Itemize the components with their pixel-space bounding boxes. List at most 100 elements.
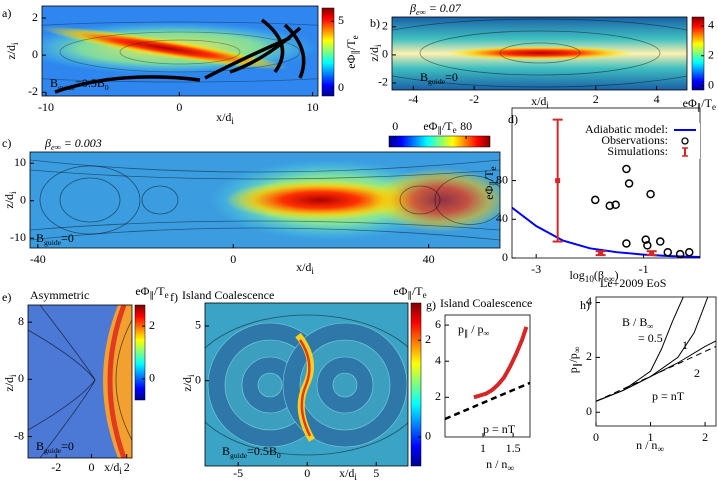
text-part: = 0.07 (426, 1, 462, 15)
legend-swatch (681, 137, 689, 145)
y-tick-label: 2 (435, 389, 441, 403)
simulation-point (649, 250, 655, 256)
y-tick-label: 4 (435, 353, 441, 367)
x-tick-label: 0 (176, 100, 182, 114)
x-axis-label: n / n∞ (486, 457, 514, 473)
panel-title: Asymmetric (30, 288, 89, 302)
x-tick-label: 0 (593, 430, 599, 444)
text-part: ) (615, 268, 619, 282)
plot-area (28, 305, 132, 458)
contour (205, 314, 408, 456)
subscript: i (373, 44, 383, 47)
colorbar (410, 302, 422, 467)
text-part: p (458, 322, 464, 336)
colorbar-tick-label: 80 (460, 119, 472, 133)
panel-title: Island Coalescence (182, 288, 274, 302)
subscript: i (119, 466, 122, 476)
contour (59, 177, 121, 223)
subscript: ∥ (464, 329, 468, 338)
text-part: eΦ (683, 96, 697, 110)
text-part: /T (344, 39, 358, 50)
y-tick-label: 8 (18, 314, 24, 328)
subscript: ∥ (350, 50, 360, 55)
y-tick-label: 80 (496, 172, 508, 186)
subscript: i (8, 191, 18, 194)
contour (30, 169, 500, 180)
contour (119, 39, 241, 65)
annotation: p = nT (652, 389, 685, 403)
plot-frame (29, 151, 501, 249)
annotation: Bguide=0 (420, 70, 458, 86)
contour (392, 18, 687, 88)
subscript: i (186, 374, 196, 377)
x-tick-label: -40 (30, 252, 46, 266)
colorbar-label: eΦ∥/Te (135, 284, 168, 300)
y-axis-label: eΦ∥/Te (482, 166, 498, 199)
text-part: eΦ (423, 119, 437, 133)
heatmap-image (225, 180, 415, 220)
x-tick-label: -5 (233, 466, 243, 480)
x-axis-label: x/di (531, 94, 549, 110)
y-tick-label: 0 (382, 47, 388, 61)
y-tick-label: -10 (10, 230, 26, 244)
y-axis-label: p∥/p∞ (566, 347, 582, 373)
text-part: x/d (104, 460, 119, 474)
y-tick-label: 0 (32, 47, 38, 61)
text-part: eΦ (135, 284, 149, 298)
text-part: x/d (296, 260, 311, 274)
colorbar (134, 304, 146, 401)
contour (141, 185, 179, 215)
text-part: /T (412, 284, 423, 298)
y-tick-label: -2 (28, 84, 38, 98)
colorbar-tick-label: 0 (425, 429, 431, 443)
plot-area (42, 6, 318, 96)
text-part: β (409, 1, 416, 15)
contour (115, 319, 132, 441)
contour (39, 305, 96, 458)
panel-label: f) (170, 290, 178, 304)
colorbar-label: eΦ∥/Te (683, 96, 716, 112)
contour (42, 21, 318, 83)
series-line (512, 206, 700, 258)
annotation: B / B∞ (622, 315, 653, 331)
colorbar-label: eΦ∥/Te (393, 284, 426, 300)
heatmap-image (42, 26, 289, 70)
plot-area (445, 326, 530, 421)
heatmap-image (298, 339, 312, 437)
text-part: =0 (61, 439, 74, 453)
text-part: =0 (445, 70, 458, 84)
colorbar (321, 7, 335, 97)
y-tick-label: 6 (435, 317, 441, 331)
text-part: z/d (367, 47, 381, 62)
colorbar (691, 16, 705, 91)
y-tick-label: 5 (195, 318, 201, 332)
text-part: z/d (180, 377, 194, 392)
panel-label: e) (2, 290, 11, 304)
plot-frame (391, 16, 688, 91)
panel-label: a) (2, 6, 11, 20)
x-tick-label: 10 (307, 100, 319, 114)
text-part: p (566, 367, 580, 373)
annotation: p∥ / p∞ (458, 322, 490, 338)
observation-point (643, 241, 652, 250)
subscript: e (453, 125, 457, 135)
y-tick-label: 40 (496, 211, 508, 225)
x-tick-label: 0 (88, 460, 94, 474)
observation-point (685, 247, 694, 257)
contour (30, 227, 500, 241)
y-tick-label: 0 (502, 250, 508, 264)
y-tick-label: 4 (586, 294, 592, 308)
plot-frame (41, 5, 319, 97)
colorbar-label: eΦ∥/Te (344, 35, 360, 68)
colorbar-tick-label: 0 (392, 119, 398, 133)
text-part: B (420, 70, 428, 84)
x-tick-label: 4 (654, 92, 660, 106)
subscript: e∞ (416, 8, 426, 17)
x-tick-label: -4 (408, 92, 418, 106)
text-part: B (36, 231, 44, 245)
y-axis-label: z/di (367, 44, 383, 62)
annotation: 2 (694, 366, 700, 380)
subscript: i (10, 42, 20, 45)
panel-label: g) (426, 298, 436, 312)
